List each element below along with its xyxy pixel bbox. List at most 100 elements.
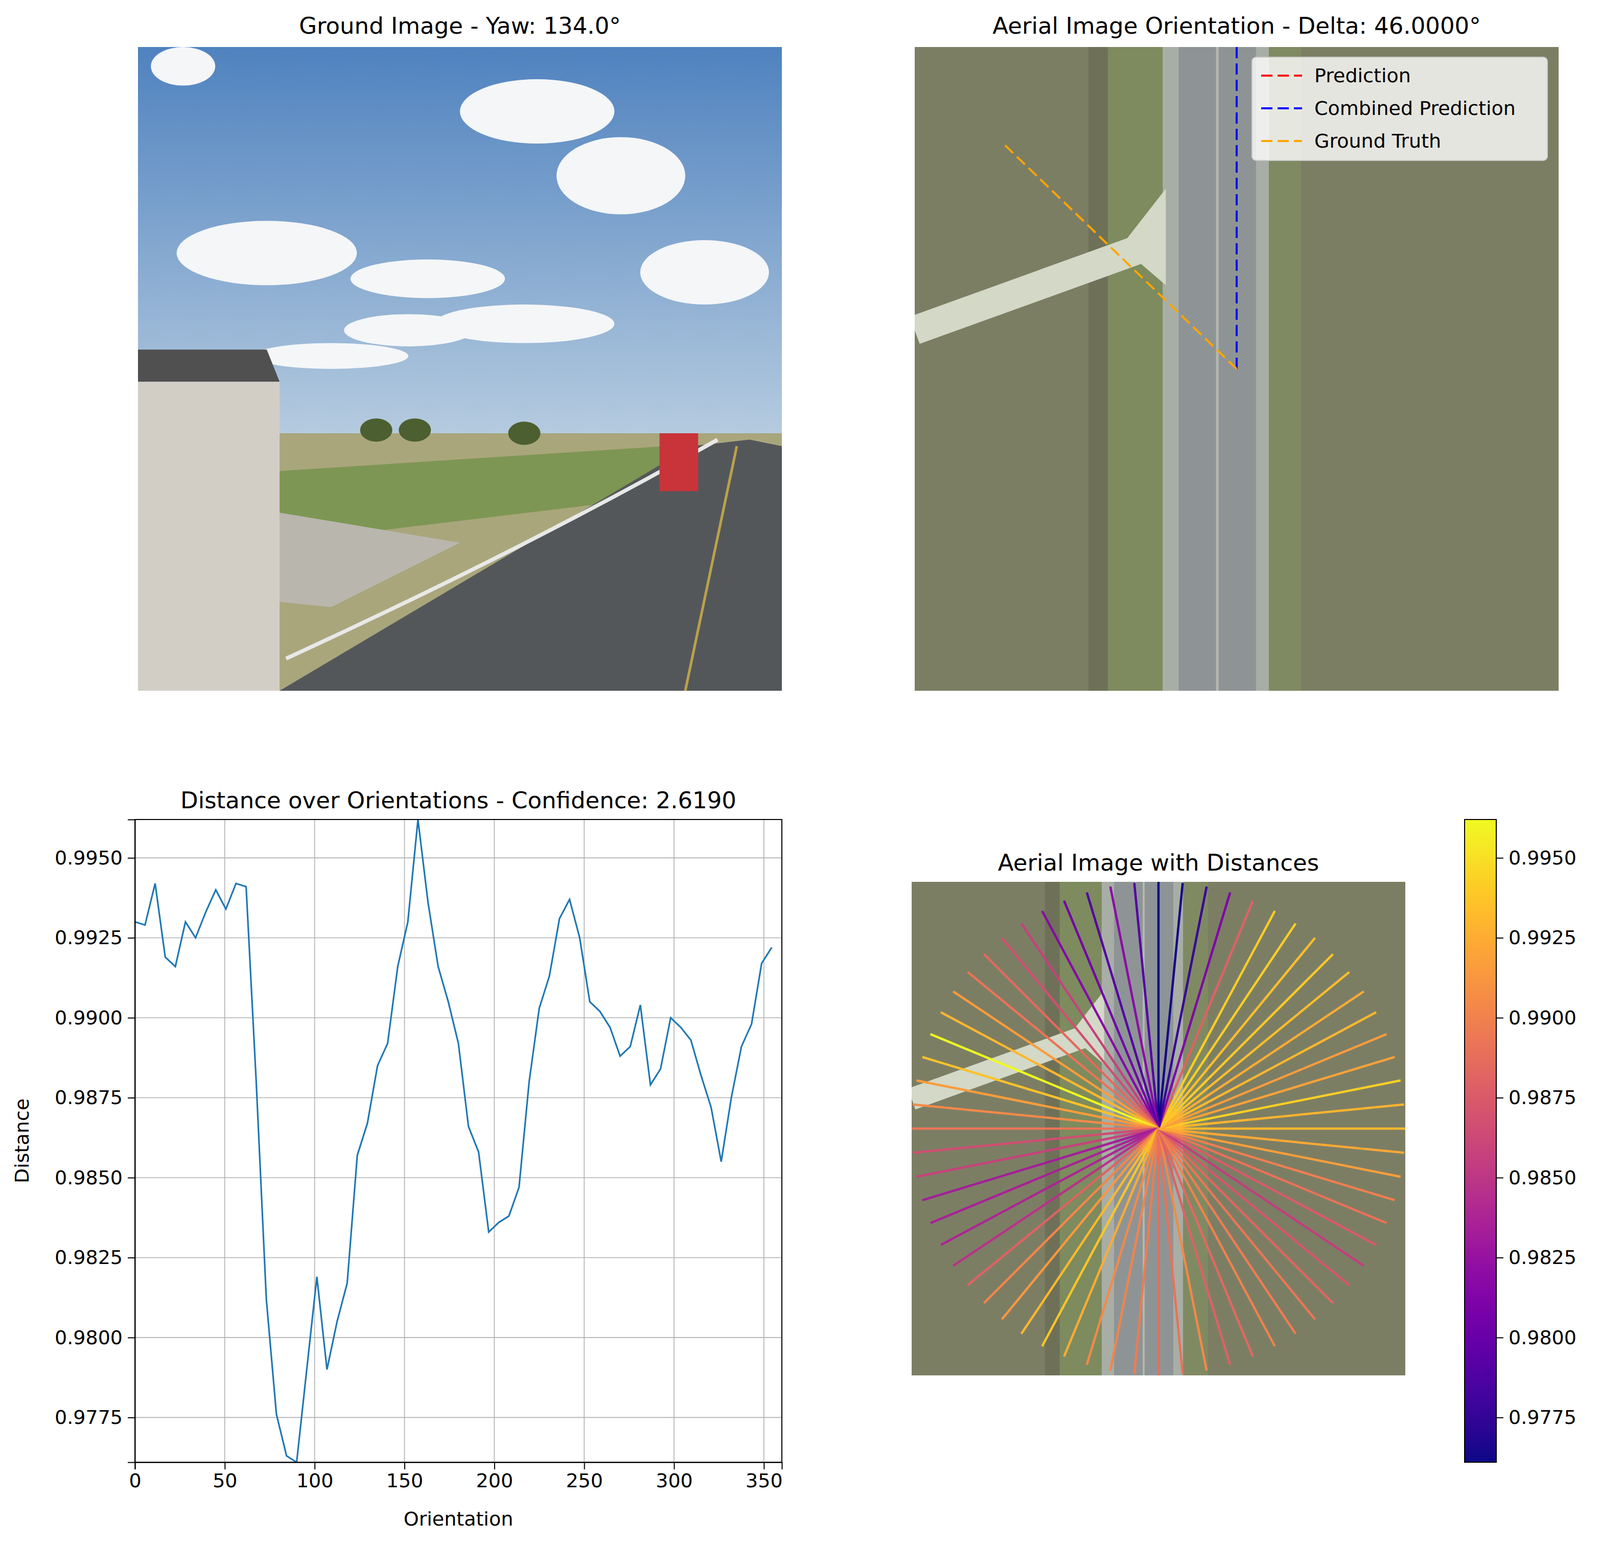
- tick: 0.9800: [54, 1326, 135, 1350]
- building: [137, 381, 280, 691]
- tick: 350: [745, 1462, 783, 1493]
- tick: 50: [212, 1462, 238, 1493]
- tick-label: 0.9825: [1508, 1246, 1577, 1269]
- cloud: [556, 136, 686, 215]
- tick: 0.9900: [1496, 1006, 1577, 1030]
- cloud: [150, 47, 216, 86]
- grid-line: [404, 819, 406, 1463]
- tick-mark: [1496, 1337, 1504, 1339]
- tick-mark: [404, 1462, 406, 1470]
- tick: 0.9775: [54, 1406, 135, 1429]
- radial-line: [1158, 1128, 1315, 1320]
- tick-label: 0.9800: [1508, 1326, 1577, 1350]
- radial-line: [911, 1127, 1159, 1131]
- radial-line: [1158, 1128, 1350, 1286]
- plot-area: [134, 819, 772, 1463]
- tree: [360, 418, 393, 442]
- grid: [134, 819, 782, 1463]
- tick-mark: [314, 1462, 316, 1470]
- tick-mark: [134, 1462, 136, 1470]
- tick-label: 0: [128, 1469, 142, 1493]
- tick-mark: [763, 1462, 765, 1470]
- tick-mark: [584, 1462, 586, 1470]
- orientation-lines: [1005, 47, 1237, 369]
- tick-mark: [1496, 1257, 1504, 1259]
- grid-line: [494, 819, 496, 1463]
- centerline: [1216, 47, 1219, 691]
- tick-label: 200: [476, 1469, 514, 1493]
- title: Distance over Orientations - Confidence:…: [180, 786, 737, 815]
- colorbar: [1464, 819, 1497, 1463]
- tick: 0.9775: [1496, 1406, 1577, 1429]
- tick: 0.9875: [1496, 1086, 1577, 1109]
- grid-line: [134, 1257, 782, 1259]
- tick-mark: [1496, 1177, 1504, 1179]
- series-line: [134, 819, 772, 1463]
- tick: 0.9800: [1496, 1326, 1577, 1350]
- radial-line: [1158, 1012, 1377, 1129]
- ditch: [1088, 47, 1108, 691]
- tick: 0: [128, 1462, 142, 1493]
- grid-line: [763, 819, 765, 1463]
- tick: 0.9825: [54, 1246, 135, 1269]
- tick-mark: [1496, 1017, 1504, 1019]
- grid-line: [134, 1177, 782, 1179]
- radial-line: [1158, 900, 1254, 1129]
- tick-label: 0.9925: [1508, 926, 1577, 949]
- legend-label: Ground Truth: [1314, 129, 1442, 153]
- cloud: [343, 314, 473, 347]
- legend-label: Combined Prediction: [1314, 97, 1516, 120]
- road-edge: [286, 439, 718, 659]
- tick: 0.9825: [1496, 1246, 1577, 1269]
- plot-frame: [134, 819, 782, 1463]
- tick-mark: [224, 1462, 226, 1470]
- legend-swatch: [1261, 74, 1303, 77]
- tick-label: 0.9800: [54, 1326, 123, 1350]
- grid-line: [134, 857, 782, 859]
- tick-mark: [1496, 1097, 1504, 1099]
- tick: 150: [386, 1462, 424, 1493]
- axis-line: [135, 1463, 783, 1471]
- radial-line: [1158, 1128, 1387, 1224]
- grid-line: [314, 819, 316, 1463]
- tick-label: 300: [655, 1469, 693, 1493]
- radial-line: [1002, 938, 1159, 1129]
- radial-line: [912, 1104, 1159, 1129]
- tick-mark: [127, 1017, 135, 1019]
- radial-line: [953, 1128, 1159, 1266]
- tick-mark: [127, 858, 135, 860]
- tick: 0.9925: [54, 926, 135, 949]
- radial-line: [1158, 1128, 1296, 1335]
- radial-line: [1158, 886, 1207, 1129]
- tick: 0.9950: [54, 846, 135, 870]
- tick: 0.9850: [1496, 1166, 1577, 1190]
- tick-label: 50: [212, 1469, 238, 1493]
- grid-line: [134, 937, 782, 939]
- legend-box: [1251, 57, 1548, 161]
- orientation-line: [1235, 47, 1238, 369]
- tick-label: 0.9825: [54, 1246, 123, 1269]
- radial-lines: [911, 882, 1406, 1376]
- roof: [137, 349, 280, 382]
- axis-line: [1496, 820, 1504, 1464]
- tick-label: 0.9950: [1508, 846, 1577, 870]
- tick-label: 0.9900: [1508, 1006, 1577, 1030]
- radial-line: [1002, 1128, 1159, 1320]
- cloud: [640, 240, 770, 305]
- tree: [398, 418, 431, 442]
- tick-label: 0.9775: [1508, 1406, 1577, 1429]
- radial-content: [911, 882, 1406, 1376]
- tick-label: 0.9850: [1508, 1166, 1577, 1190]
- x-axis-title: Orientation: [403, 1508, 514, 1531]
- tick-mark: [1496, 858, 1504, 860]
- cloud: [459, 79, 615, 144]
- ground-photo: [137, 47, 782, 691]
- tick-label: 0.9875: [1508, 1086, 1577, 1109]
- side-road: [914, 246, 1147, 331]
- legend-label: Prediction: [1314, 64, 1411, 87]
- tick: 0.9950: [1496, 846, 1577, 870]
- grid-line: [224, 819, 226, 1463]
- radial-line: [967, 1128, 1159, 1286]
- tree: [508, 421, 541, 445]
- axis-line: [127, 820, 136, 1464]
